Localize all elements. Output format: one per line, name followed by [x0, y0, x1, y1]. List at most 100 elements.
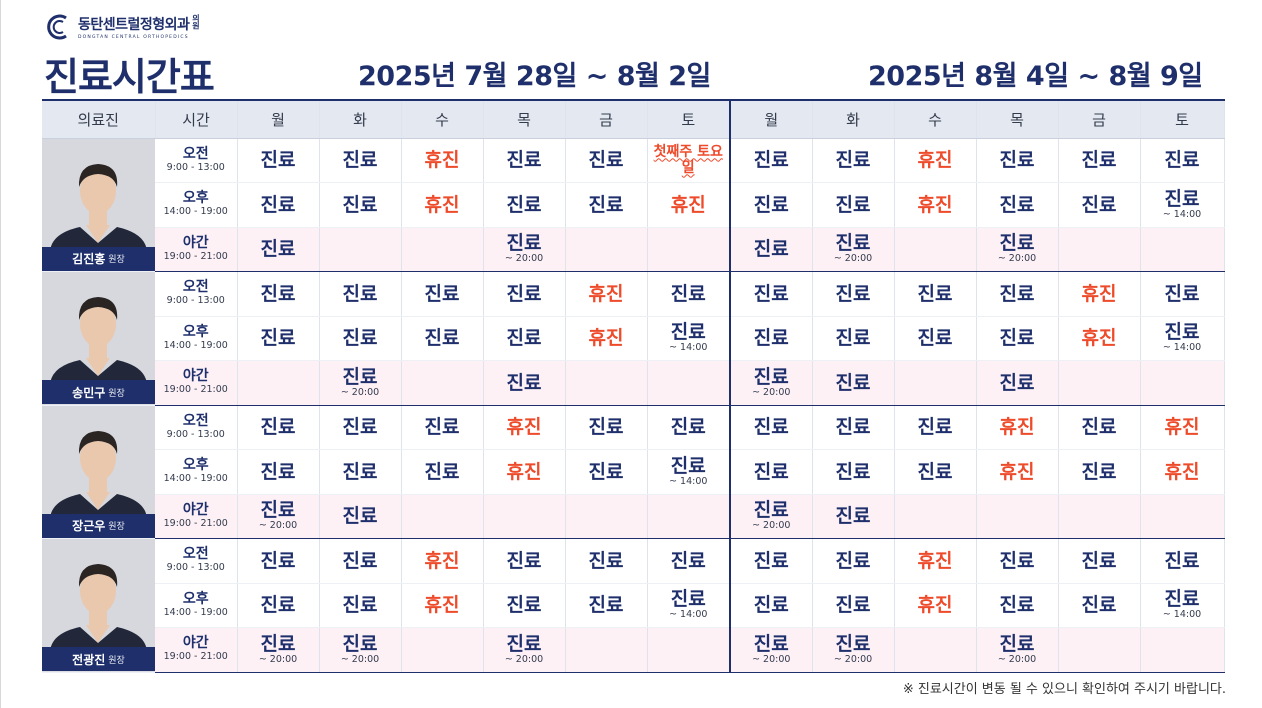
schedule-cell: 휴진	[1058, 271, 1141, 317]
status-open: 진료	[917, 282, 953, 305]
status-closed: 휴진	[1164, 460, 1200, 483]
schedule-cell: 진료	[1058, 182, 1141, 228]
end-time: ~ 20:00	[340, 386, 380, 398]
first-saturday-note: 첫째주 토요일	[653, 144, 723, 177]
status-open: 진료	[999, 594, 1035, 617]
doctor-name-bar: 송민구 원장	[42, 380, 155, 405]
schedule-cell: 진료	[647, 538, 731, 584]
status-open: 진료	[506, 193, 542, 216]
doctor-name-bar: 김진홍 원장	[42, 246, 155, 271]
doctor-cell: 전광진 원장	[42, 538, 155, 673]
schedule-cell	[565, 227, 648, 272]
end-time: ~ 14:00	[1162, 208, 1202, 220]
status-open: 진료	[342, 594, 378, 617]
schedule-cell: 진료	[894, 271, 977, 317]
time-slot-cell: 야간 19:00 - 21:00	[155, 360, 238, 406]
time-slot-range: 19:00 - 21:00	[163, 651, 228, 663]
status-open: 진료	[342, 416, 378, 439]
status-open: 진료	[260, 460, 296, 483]
schedule-cell: 진료	[812, 316, 895, 361]
end-time: ~ 20:00	[504, 253, 544, 265]
time-slot-label: 야간	[182, 368, 209, 385]
schedule-cell	[1140, 494, 1225, 539]
schedule-cell: 진료	[812, 405, 895, 450]
status-open: 진료	[260, 549, 296, 572]
schedule-cell	[237, 360, 320, 406]
time-slot-range: 9:00 - 13:00	[166, 428, 225, 440]
schedule-cell: 진료	[401, 271, 484, 317]
schedule-cell: 진료 ~ 14:00	[1140, 316, 1225, 361]
status-open: 진료	[342, 632, 378, 655]
status-open: 진료	[1081, 193, 1117, 216]
end-time: ~ 20:00	[258, 520, 298, 532]
schedule-cell: 진료	[483, 360, 566, 406]
end-time: ~ 20:00	[752, 520, 791, 532]
status-open: 진료	[753, 499, 789, 522]
schedule-cell	[647, 360, 731, 406]
schedule-cell: 진료 ~ 20:00	[976, 227, 1059, 272]
status-closed: 휴진	[588, 282, 624, 305]
schedule-cell: 진료	[976, 360, 1059, 406]
schedule-cell	[565, 360, 648, 406]
clinic-logo: 동탄센트럴정형외과 의원 DONGTAN CENTRAL ORTHOPEDICS	[44, 12, 201, 42]
schedule-cell: 진료 ~ 14:00	[1140, 182, 1225, 228]
schedule-cell: 진료	[565, 138, 648, 183]
end-time: ~ 20:00	[833, 653, 873, 665]
status-open: 진료	[753, 549, 789, 572]
time-slot-cell: 오전 9:00 - 13:00	[155, 271, 238, 317]
status-open: 진료	[260, 327, 296, 350]
schedule-cell: 진료	[1058, 138, 1141, 183]
status-open: 진료	[1164, 282, 1200, 305]
status-open: 진료	[260, 238, 296, 261]
schedule-cell: 진료	[812, 360, 895, 406]
schedule-cell: 진료	[319, 405, 402, 450]
schedule-cell: 진료	[565, 583, 648, 628]
schedule-cell	[1058, 627, 1141, 673]
schedule-cell	[483, 494, 566, 539]
status-open: 진료	[506, 232, 542, 255]
schedule-cell: 진료 ~ 14:00	[647, 449, 731, 495]
status-open: 진료	[342, 327, 378, 350]
header-day: 토	[1140, 99, 1225, 139]
header-day: 수	[401, 99, 484, 139]
schedule-cell	[1058, 494, 1141, 539]
page-title: 진료시간표	[44, 55, 215, 99]
schedule-cell: 진료	[565, 538, 648, 584]
schedule-cell: 진료	[237, 538, 320, 584]
status-open: 진료	[917, 416, 953, 439]
schedule-cell: 진료	[1058, 583, 1141, 628]
schedule-cell: 진료	[730, 182, 813, 228]
schedule-cell	[1140, 227, 1225, 272]
schedule-table: 의료진 시간 월 화 수 목 금 토 월 화 수 목 금 토 김진홍 원장 오전 9:…	[42, 99, 1225, 673]
end-time: ~ 14:00	[669, 342, 708, 354]
schedule-cell: 진료 ~ 20:00	[730, 494, 813, 539]
header-day: 화	[319, 99, 402, 139]
schedule-row: 장근우 원장 오전 9:00 - 13:00 진료 진료 진료 휴진 진료 진료 진료 진료 진료 휴진 진…	[42, 405, 1225, 539]
clinic-english-name: DONGTAN CENTRAL ORTHOPEDICS	[78, 35, 189, 40]
schedule-cell: 진료	[730, 538, 813, 584]
status-closed: 휴진	[1081, 327, 1117, 350]
week-1-title: 2025년 7월 28일 ~ 8월 2일	[358, 61, 711, 92]
end-time: ~ 20:00	[752, 386, 791, 398]
schedule-cell: 휴진	[401, 138, 484, 183]
schedule-cell: 진료	[401, 316, 484, 361]
schedule-cell: 첫째주 토요일	[647, 138, 731, 183]
time-slot-label: 오전	[182, 412, 209, 429]
status-closed: 휴진	[1164, 416, 1200, 439]
schedule-cell: 진료	[812, 494, 895, 539]
schedule-cell: 진료	[976, 583, 1059, 628]
schedule-row: 오후 14:00 - 19:00 진료 진료 휴진 진료 진료 휴진 진료 진료 휴진 진료 진료 진료 ~…	[42, 182, 1225, 228]
clinic-suffix: 의원	[191, 14, 201, 29]
schedule-cell: 휴진	[565, 271, 648, 317]
schedule-cell: 휴진	[483, 449, 566, 495]
time-slot-range: 9:00 - 13:00	[166, 295, 225, 307]
doctor-title: 원장	[108, 388, 125, 399]
status-open: 진료	[1164, 549, 1200, 572]
time-slot-cell: 오후 14:00 - 19:00	[155, 182, 238, 228]
time-slot-range: 14:00 - 19:00	[163, 606, 228, 618]
schedule-cell: 진료	[565, 405, 648, 450]
end-time: ~ 20:00	[340, 653, 380, 665]
end-time: ~ 20:00	[258, 653, 298, 665]
doctor-cell: 장근우 원장	[42, 405, 155, 539]
doctor-name: 장근우	[72, 519, 106, 534]
